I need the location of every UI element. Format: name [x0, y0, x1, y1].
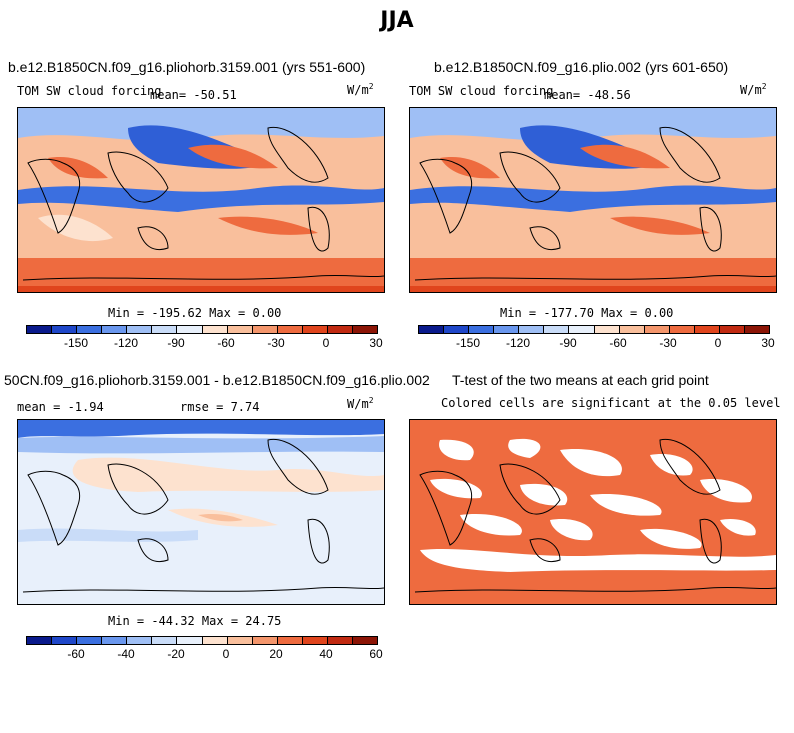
colorbar-3: [26, 636, 378, 645]
colorbar-swatch: [127, 326, 153, 333]
panel2-units: W/m2: [740, 82, 767, 97]
colorbar-2: [418, 325, 770, 334]
panel2-minmax: Min = -177.70 Max = 0.00: [500, 306, 674, 320]
colorbar-swatch: [494, 326, 520, 333]
colorbar-swatch: [202, 326, 228, 333]
colorbar-tick-label: 0: [322, 336, 330, 350]
panel2-mean-label: mean= -48.56: [544, 88, 631, 102]
colorbar-swatch: [127, 637, 153, 644]
colorbar-tick-label: -150: [63, 336, 89, 350]
panel1-map: [17, 107, 385, 293]
colorbar-swatch: [469, 326, 495, 333]
colorbar-tick-label: 30: [369, 336, 383, 350]
colorbar-swatch: [644, 326, 670, 333]
colorbar-swatch: [419, 326, 445, 333]
colorbar-tick-label: -40: [117, 647, 135, 661]
colorbar-swatch: [277, 326, 303, 333]
colorbar-tick-label: -120: [505, 336, 531, 350]
colorbar-swatch: [152, 326, 178, 333]
colorbar-tick-label: -60: [67, 647, 85, 661]
colorbar-tick-label: -60: [609, 336, 627, 350]
colorbar-swatch: [227, 326, 253, 333]
panel1-variable-label: TOM SW cloud forcing: [17, 84, 162, 98]
colorbar-swatch: [52, 637, 78, 644]
colorbar-swatch: [252, 326, 278, 333]
panel3-rmse-label: rmse = 7.74: [180, 400, 260, 414]
colorbar-swatch: [27, 326, 53, 333]
panel3-units: W/m2: [347, 396, 374, 411]
colorbar-tick-label: -30: [267, 336, 285, 350]
colorbar-tick-label: 0: [222, 647, 230, 661]
panel4-map: [409, 419, 777, 605]
colorbar-swatch: [302, 637, 328, 644]
colorbar-tick-label: -90: [559, 336, 577, 350]
colorbar-tick-label: -30: [659, 336, 677, 350]
colorbar-swatch: [52, 326, 78, 333]
colorbar-swatch: [152, 637, 178, 644]
colorbar-swatch: [177, 637, 203, 644]
colorbar-swatch: [669, 326, 695, 333]
colorbar-swatch: [227, 637, 253, 644]
colorbar-swatch: [353, 326, 378, 333]
panel1-minmax: Min = -195.62 Max = 0.00: [108, 306, 282, 320]
colorbar-tick-label: -60: [217, 336, 235, 350]
panel2-title: b.e12.B1850CN.f09_g16.plio.002 (yrs 601-…: [434, 59, 729, 75]
panel1-title: b.e12.B1850CN.f09_g16.pliohorb.3159.001 …: [8, 59, 366, 75]
colorbar-swatch: [519, 326, 545, 333]
colorbar-swatch: [745, 326, 770, 333]
panel3-minmax: Min = -44.32 Max = 24.75: [108, 614, 282, 628]
colorbar-swatch: [719, 326, 746, 333]
panel2-map: [409, 107, 777, 293]
colorbar-swatch: [327, 637, 354, 644]
colorbar-swatch: [544, 326, 570, 333]
colorbar-swatch: [302, 326, 328, 333]
colorbar-tick-label: 60: [369, 647, 383, 661]
colorbar-tick-label: -90: [167, 336, 185, 350]
colorbar-tick-label: -20: [167, 647, 185, 661]
colorbar-swatch: [444, 326, 470, 333]
panel1-units: W/m2: [347, 82, 374, 97]
colorbar-swatch: [619, 326, 645, 333]
colorbar-swatch: [694, 326, 720, 333]
colorbar-swatch: [594, 326, 620, 333]
panel1-mean-label: mean= -50.51: [150, 88, 237, 102]
colorbar-tick-label: 30: [761, 336, 775, 350]
panel4-subtitle: Colored cells are significant at the 0.0…: [441, 396, 781, 410]
colorbar-tick-label: 0: [714, 336, 722, 350]
colorbar-swatch: [569, 326, 595, 333]
colorbar-tick-label: -120: [113, 336, 139, 350]
colorbar-swatch: [102, 637, 128, 644]
main-title: JJA: [380, 8, 414, 33]
colorbar-swatch: [27, 637, 53, 644]
panel3-mean-label: mean = -1.94: [17, 400, 104, 414]
colorbar-swatch: [102, 326, 128, 333]
colorbar-swatch: [177, 326, 203, 333]
colorbar-swatch: [252, 637, 278, 644]
colorbar-swatch: [277, 637, 303, 644]
colorbar-swatch: [77, 637, 103, 644]
colorbar-tick-label: 20: [269, 647, 283, 661]
panel3-title: 50CN.f09_g16.pliohorb.3159.001 - b.e12.B…: [4, 372, 430, 388]
colorbar-1: [26, 325, 378, 334]
panel3-map: [17, 419, 385, 605]
colorbar-swatch: [353, 637, 378, 644]
colorbar-swatch: [77, 326, 103, 333]
panel2-variable-label: TOM SW cloud forcing: [409, 84, 554, 98]
colorbar-swatch: [327, 326, 354, 333]
colorbar-tick-label: 40: [319, 647, 333, 661]
colorbar-swatch: [202, 637, 228, 644]
panel4-title: T-test of the two means at each grid poi…: [452, 372, 709, 388]
colorbar-tick-label: -150: [455, 336, 481, 350]
